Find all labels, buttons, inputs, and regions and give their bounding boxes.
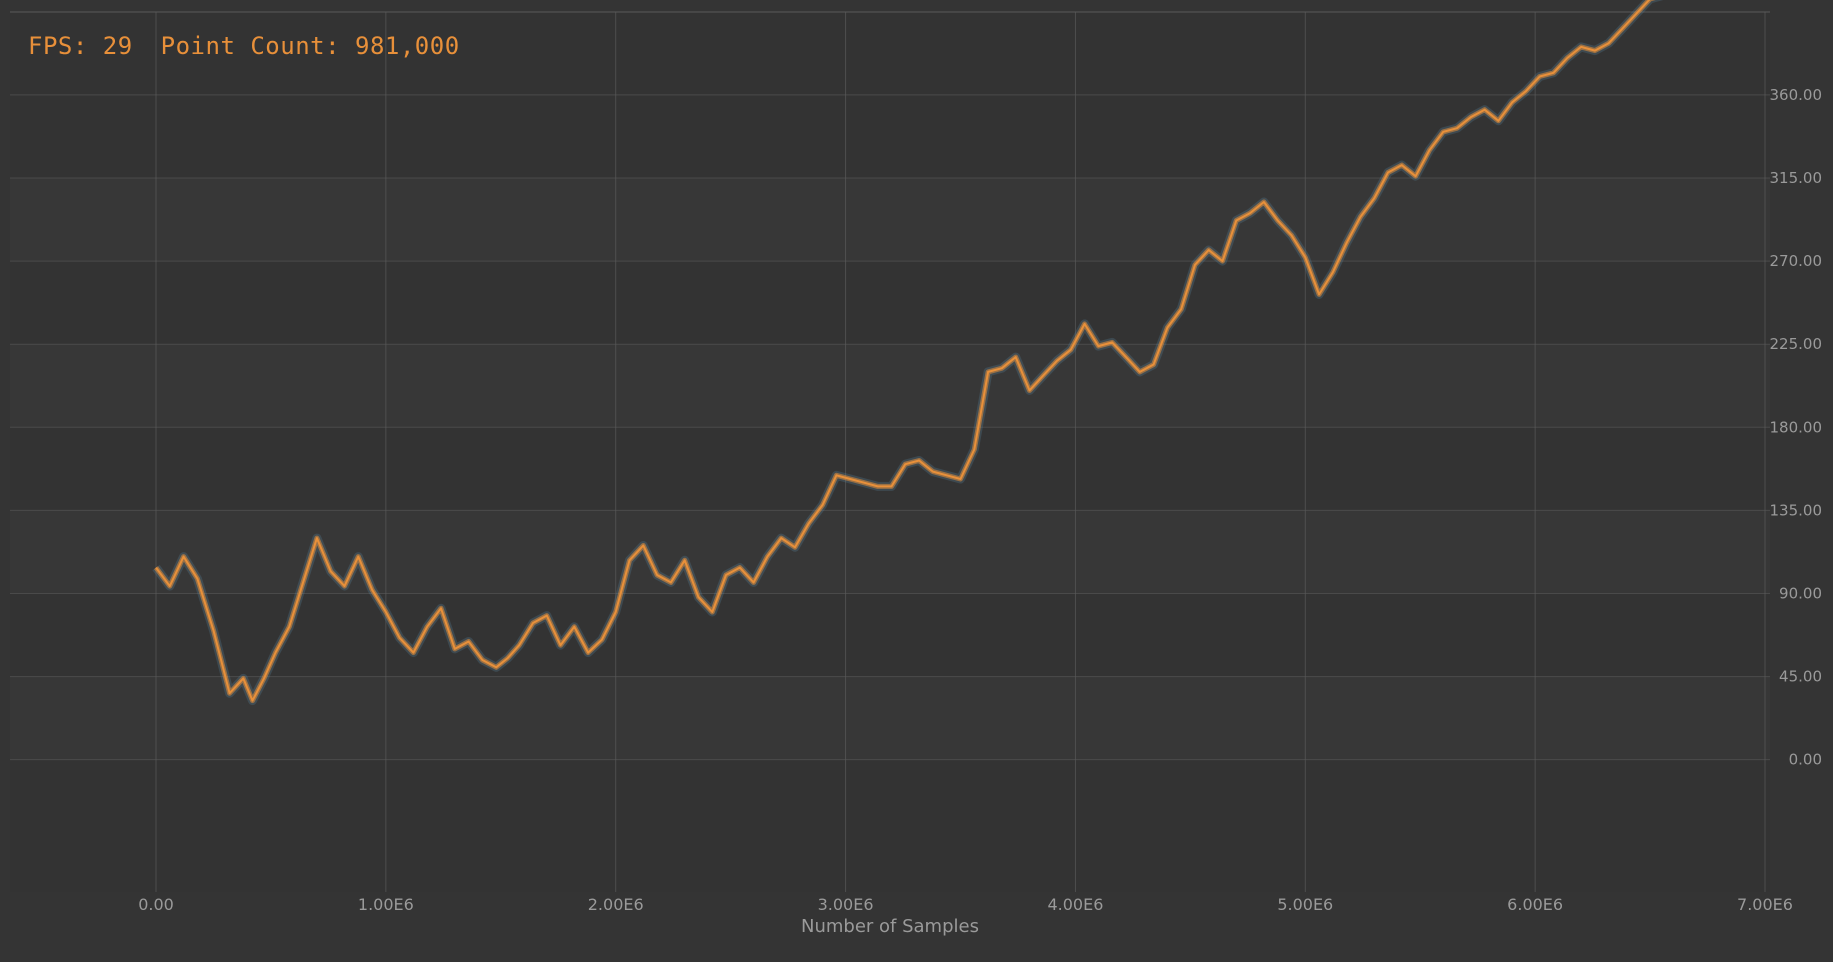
y-tick-label: 225.00	[1770, 335, 1823, 353]
y-tick-label: 0.00	[1789, 751, 1822, 769]
x-tick-label: 0.00	[138, 895, 174, 914]
point-count-readout: Point Count: 981,000	[161, 32, 460, 60]
x-tick-label: 2.00E6	[588, 895, 644, 914]
y-tick-label: 45.00	[1779, 668, 1822, 686]
y-tick-label: 90.00	[1779, 584, 1822, 602]
hud-overlay: FPS: 29 Point Count: 981,000	[28, 32, 460, 60]
x-tick-label: 4.00E6	[1047, 895, 1103, 914]
y-tick-label: 360.00	[1770, 86, 1823, 104]
x-axis-ticks: 0.00 1.00E6 2.00E6 3.00E6 4.00E6 5.00E6 6.00E6…	[138, 895, 1793, 914]
fps-value: 29	[103, 32, 133, 60]
grid-band	[10, 178, 1770, 261]
x-tick-label: 6.00E6	[1507, 895, 1563, 914]
point-count-value: 981,000	[355, 32, 460, 60]
x-tick-label: 3.00E6	[818, 895, 874, 914]
y-tick-label: 315.00	[1770, 169, 1823, 187]
grid-band	[10, 510, 1770, 593]
y-tick-label: 135.00	[1770, 501, 1823, 519]
x-axis-title: Number of Samples	[801, 916, 979, 937]
y-tick-label: 270.00	[1770, 252, 1823, 270]
grid-band	[10, 344, 1770, 427]
x-tick-label: 7.00E6	[1737, 895, 1793, 914]
x-tick-label: 5.00E6	[1277, 895, 1333, 914]
point-count-label: Point Count:	[161, 32, 340, 60]
fps-label: FPS:	[28, 32, 88, 60]
fps-readout: FPS: 29	[28, 32, 133, 60]
y-axis-ticks: 0.00 45.00 90.00 135.00 180.00 225.00 270.00 31…	[1770, 86, 1823, 769]
y-tick-label: 180.00	[1770, 418, 1823, 436]
x-tick-label: 1.00E6	[358, 895, 414, 914]
grid-band	[10, 677, 1770, 760]
